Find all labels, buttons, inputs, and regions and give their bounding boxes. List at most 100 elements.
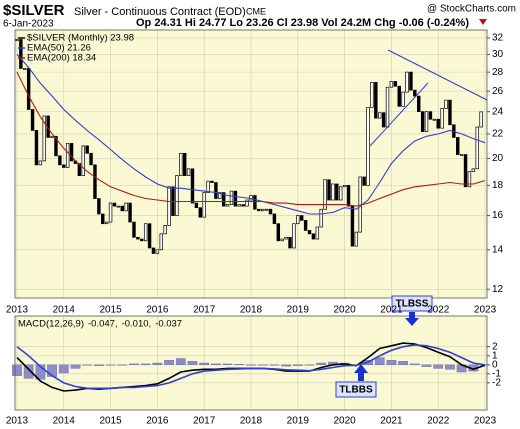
x-tick-label: 2015: [99, 305, 122, 316]
candle: [374, 82, 378, 119]
candle: [143, 223, 148, 242]
candle: [198, 207, 203, 218]
candle: [93, 164, 97, 199]
candle: [428, 111, 433, 120]
candle: [417, 95, 421, 112]
histogram-bar: [175, 358, 186, 366]
candle: [136, 236, 140, 240]
histogram-bar: [445, 364, 455, 370]
candle: [389, 81, 394, 88]
symbol: $SILVER: [3, 2, 65, 19]
candle: [448, 99, 452, 126]
histogram-bar: [304, 364, 315, 366]
candle: [42, 115, 46, 162]
x-tick-label: 2018: [240, 416, 263, 427]
y-tick-label: 14: [492, 244, 504, 255]
legend-label: EMA(200) 18.34: [27, 53, 96, 64]
histogram-bar: [129, 363, 139, 366]
y-tick-label: -2: [492, 378, 501, 389]
candle: [393, 81, 398, 87]
x-tick-label: 2016: [146, 305, 169, 316]
candle: [280, 238, 284, 242]
y-tick-label: 12: [492, 284, 504, 295]
candle: [128, 202, 132, 223]
x-tick-label: 2013: [6, 305, 29, 316]
histogram-bar: [70, 364, 81, 369]
x-tick-label: 2019: [287, 416, 310, 427]
y-tick-label: 0: [492, 359, 498, 370]
candle: [346, 185, 351, 207]
candle: [182, 152, 187, 176]
histogram-bar: [140, 363, 151, 366]
candle: [409, 71, 413, 91]
annotation: TLBSS: [396, 299, 429, 310]
candle: [218, 192, 222, 199]
line: [16, 71, 486, 207]
quote: Op 24.31 Hi 24.77 Lo 23.26 Cl 23.98 Vol …: [136, 17, 469, 29]
candle: [424, 111, 429, 132]
candle: [241, 204, 245, 207]
candle: [385, 86, 390, 128]
candle: [85, 145, 89, 154]
candle: [420, 111, 425, 132]
candle: [315, 226, 320, 240]
candle: [23, 68, 27, 70]
line: [16, 54, 486, 215]
histogram-bar: [398, 360, 409, 366]
candle: [463, 154, 468, 188]
histogram-bar: [281, 364, 291, 367]
candle: [58, 155, 62, 166]
y-tick-label: 26: [492, 86, 504, 97]
exchange: CME: [246, 6, 266, 16]
candle: [370, 82, 374, 108]
y-tick-label: -1: [492, 368, 501, 379]
y-tick-label: 28: [492, 67, 504, 78]
candle: [475, 126, 479, 170]
candle: [401, 91, 405, 107]
candle: [331, 183, 335, 201]
candle: [155, 249, 160, 254]
candle: [362, 176, 366, 186]
histogram-bar: [374, 357, 385, 366]
change-arrow: [479, 19, 487, 25]
candle: [140, 238, 144, 242]
candle: [38, 160, 43, 166]
x-tick-label: 2022: [427, 305, 450, 316]
candle: [124, 202, 128, 212]
x-tick-label: 2018: [240, 305, 263, 316]
histogram-bar: [316, 362, 327, 366]
candle: [104, 221, 109, 225]
legend-label: EMA(50) 21.26: [27, 43, 91, 54]
line: [16, 344, 486, 390]
histogram-bar: [421, 364, 432, 367]
histogram-bar: [58, 364, 69, 374]
trend-line: [369, 82, 429, 147]
candle: [456, 137, 460, 155]
annotation-box: [391, 295, 433, 312]
y-tick-label: 1: [492, 350, 498, 361]
x-tick-label: 2022: [427, 416, 450, 427]
candle: [339, 186, 343, 201]
candle: [366, 107, 370, 186]
candle: [62, 164, 66, 168]
candle: [381, 112, 386, 128]
candle: [237, 204, 242, 207]
candle: [206, 180, 210, 193]
candle: [159, 233, 163, 251]
candle: [440, 108, 444, 129]
x-tick-label: 2016: [146, 416, 169, 427]
histogram-bar: [152, 362, 163, 366]
candle: [175, 175, 179, 216]
histogram-bar: [117, 364, 128, 366]
candle: [245, 199, 249, 207]
x-tick-label: 2014: [53, 305, 76, 316]
candle: [15, 39, 19, 41]
candle: [378, 112, 382, 119]
candle: [459, 154, 464, 156]
price-frame: [14, 29, 488, 299]
x-tick-label: 2020: [333, 416, 356, 427]
candle: [249, 195, 253, 201]
candle: [69, 143, 74, 162]
candle: [101, 213, 105, 225]
